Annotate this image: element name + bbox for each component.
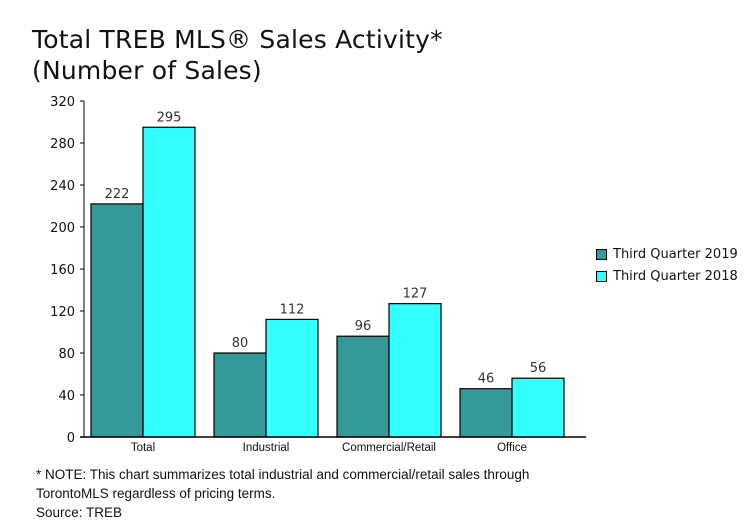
y-tick-label: 0 <box>67 431 75 446</box>
legend-item-2019: Third Quarter 2019 <box>596 243 738 265</box>
bar-2019 <box>90 203 144 438</box>
legend-label-2018: Third Quarter 2018 <box>613 268 738 284</box>
data-label: 80 <box>232 336 249 351</box>
chart-legend: Third Quarter 2019 Third Quarter 2018 <box>596 243 738 287</box>
bar-2018 <box>265 318 319 438</box>
chart-title: Total TREB MLS® Sales Activity* (Number … <box>32 24 443 86</box>
bar-2019 <box>213 352 267 438</box>
y-tick-label: 320 <box>50 95 75 110</box>
data-label: 295 <box>157 110 182 125</box>
x-tick-label: Office <box>497 442 527 454</box>
bar-2019 <box>459 388 513 438</box>
bar-2018 <box>511 377 565 438</box>
y-tick-label: 120 <box>50 305 75 320</box>
data-label: 96 <box>355 319 372 334</box>
data-label: 222 <box>105 187 130 202</box>
bar-2018 <box>388 303 442 438</box>
x-tick-label: Total <box>131 442 155 454</box>
legend-swatch-2019 <box>596 248 607 260</box>
data-label: 127 <box>403 287 428 302</box>
footnote-line-2: TorontoMLS regardless of pricing terms. <box>36 486 276 501</box>
y-tick-label: 80 <box>58 347 75 362</box>
data-label: 112 <box>280 302 305 317</box>
bar-2018 <box>142 126 196 438</box>
y-tick-label: 240 <box>50 179 75 194</box>
footnote-line-1: * NOTE: This chart summarizes total indu… <box>36 467 530 482</box>
y-tick-label: 200 <box>50 221 75 236</box>
chart-title-line-2: (Number of Sales) <box>32 56 262 85</box>
x-tick-label: Industrial <box>243 442 290 454</box>
footnote-source: Source: TREB <box>36 505 123 520</box>
legend-swatch-2018 <box>596 270 607 282</box>
chart-title-line-1: Total TREB MLS® Sales Activity* <box>32 25 443 54</box>
legend-label-2019: Third Quarter 2019 <box>613 246 738 262</box>
bar-2019 <box>336 335 390 438</box>
y-tick-label: 160 <box>50 263 75 278</box>
y-tick-label: 280 <box>50 137 75 152</box>
y-tick-label: 40 <box>58 389 75 404</box>
x-tick-label: Commercial/Retail <box>342 442 436 454</box>
data-label: 56 <box>530 361 547 376</box>
legend-item-2018: Third Quarter 2018 <box>596 265 738 287</box>
data-label: 46 <box>478 372 495 387</box>
footnote: * NOTE: This chart summarizes total indu… <box>36 465 529 522</box>
